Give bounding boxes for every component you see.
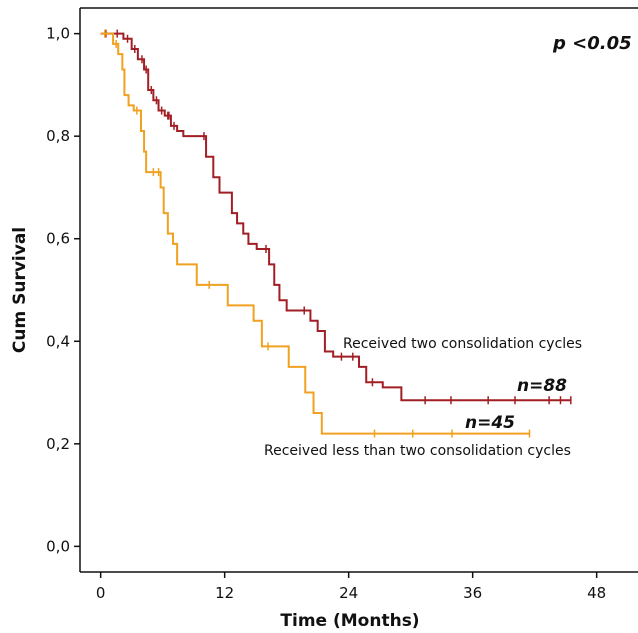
x-tick-label: 0 xyxy=(96,584,106,602)
y-tick-label: 0,0 xyxy=(46,537,70,555)
n-label-less: n=45 xyxy=(465,413,515,433)
x-tick-label: 24 xyxy=(339,584,358,602)
n-label-two: n=88 xyxy=(517,376,567,396)
series-layer xyxy=(100,29,572,438)
x-tick-label: 48 xyxy=(587,584,606,602)
y-axis-title: Cum Survival xyxy=(10,227,30,353)
series-line-less-cycles xyxy=(100,32,530,435)
y-tick-label: 0,2 xyxy=(46,435,70,453)
x-tick-label: 36 xyxy=(463,584,482,602)
y-tick-label: 0,4 xyxy=(46,332,70,350)
y-tick-label: 1,0 xyxy=(46,25,70,43)
label-two-cycles: Received two consolidation cycles xyxy=(343,336,582,352)
x-tick-label: 12 xyxy=(215,584,234,602)
y-ticks: 0,0 0,2 0,4 0,6 0,8 1,0 xyxy=(46,25,80,555)
y-tick-label: 0,8 xyxy=(46,127,70,145)
label-less-cycles: Received less than two consolidation cyc… xyxy=(264,443,571,459)
y-tick-label: 0,6 xyxy=(46,230,70,248)
x-axis-title: Time (Months) xyxy=(280,611,419,631)
x-ticks: 0 12 24 36 48 xyxy=(96,572,606,602)
axes xyxy=(79,7,638,573)
p-value-annotation: p <0.05 xyxy=(552,33,632,54)
